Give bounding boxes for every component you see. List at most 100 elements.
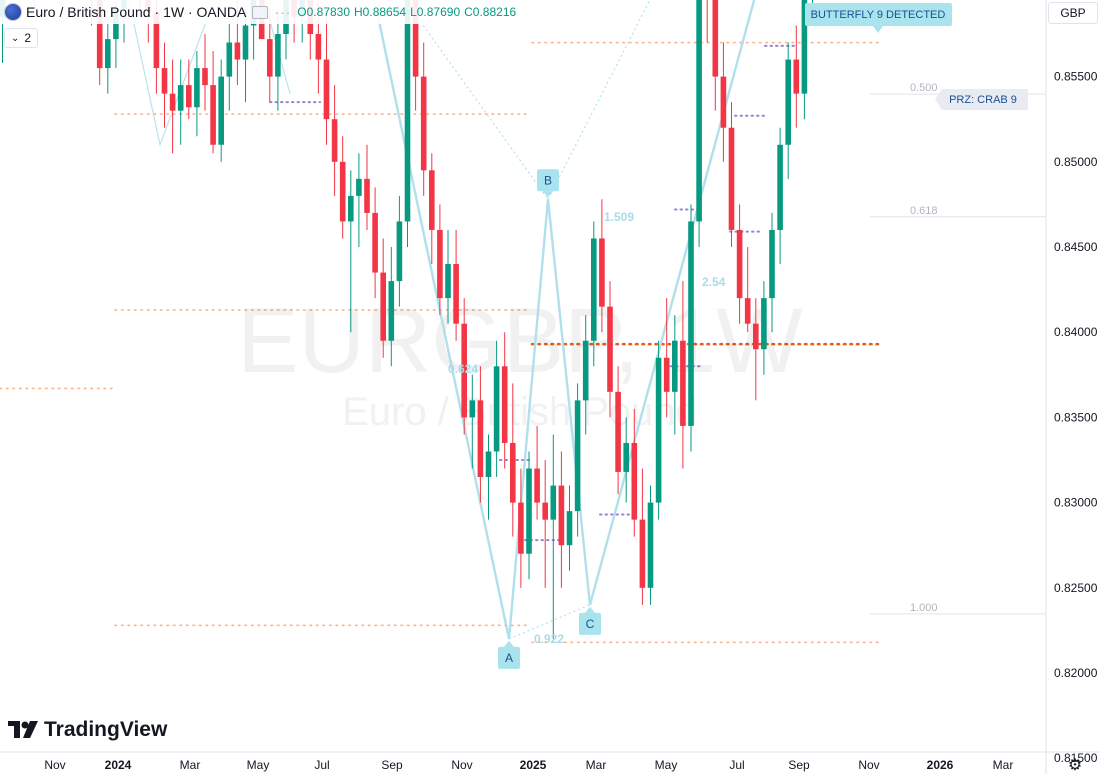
candle bbox=[420, 42, 427, 196]
candle-body bbox=[339, 161, 346, 222]
candle-body bbox=[331, 119, 338, 162]
price-tick: 0.84000 bbox=[1054, 325, 1098, 339]
point-marker-box bbox=[579, 612, 601, 635]
candle bbox=[429, 153, 435, 265]
candle bbox=[485, 434, 492, 520]
candle-body bbox=[663, 357, 670, 392]
candle bbox=[493, 340, 500, 478]
candle-body bbox=[761, 298, 767, 350]
point-marker-label: C bbox=[586, 617, 595, 631]
candle-body bbox=[647, 502, 654, 588]
candle-body bbox=[445, 264, 451, 299]
candle-body bbox=[728, 127, 735, 230]
visibility-icon[interactable] bbox=[252, 5, 269, 19]
candle bbox=[242, 8, 249, 103]
candle bbox=[615, 366, 621, 495]
candle-body bbox=[599, 238, 605, 307]
candle bbox=[655, 340, 662, 520]
candle bbox=[769, 212, 775, 333]
point-marker-b[interactable]: B bbox=[537, 169, 559, 198]
candle bbox=[680, 281, 686, 469]
candle bbox=[275, 8, 281, 111]
time-axis: Nov 2024 Mar May Jul Sep Nov 2025 Mar May Jul Sep No… bbox=[0, 751, 1100, 772]
candle bbox=[501, 332, 508, 469]
candle-body bbox=[785, 59, 791, 145]
candle bbox=[728, 102, 735, 247]
candle bbox=[331, 85, 338, 196]
candle-body bbox=[639, 519, 646, 588]
candle bbox=[339, 136, 346, 239]
candle bbox=[558, 451, 565, 588]
ratio-label: 0.922 bbox=[534, 632, 564, 646]
point-marker-c[interactable]: C bbox=[579, 606, 601, 635]
time-label: 2025 bbox=[520, 758, 547, 772]
settings-gear-icon[interactable]: ⚙ bbox=[1067, 757, 1083, 774]
candle-body bbox=[105, 39, 111, 69]
candle bbox=[712, 0, 719, 111]
candle bbox=[785, 42, 791, 179]
candle-body bbox=[202, 68, 208, 86]
chevron-down-icon: ⌄ bbox=[11, 32, 20, 44]
price-tick: 0.83000 bbox=[1054, 496, 1098, 510]
candle-body bbox=[275, 34, 281, 77]
candle-body bbox=[388, 281, 395, 341]
candle bbox=[582, 315, 589, 435]
candle-body bbox=[186, 85, 192, 108]
symbol-interval[interactable]: · 1W · OANDA bbox=[154, 4, 247, 20]
candle bbox=[688, 204, 694, 452]
candle-body bbox=[550, 485, 557, 520]
candle-body bbox=[267, 39, 273, 77]
candle bbox=[445, 229, 451, 324]
tradingview-logo[interactable]: TradingView bbox=[8, 718, 167, 742]
candle bbox=[720, 42, 727, 162]
indicators-count: 2 bbox=[24, 31, 32, 45]
candle bbox=[404, 0, 411, 247]
candle bbox=[574, 383, 581, 537]
candle bbox=[210, 51, 216, 154]
candle-body bbox=[526, 468, 532, 554]
candle bbox=[761, 281, 767, 375]
point-marker-pointer bbox=[504, 640, 514, 647]
candle-body bbox=[623, 442, 629, 472]
candle-body bbox=[348, 195, 354, 222]
ratio-label: 1.509 bbox=[604, 210, 634, 224]
symbol-name[interactable]: Euro / British Pound bbox=[26, 4, 151, 20]
watermark: EURGBP, 1W Euro / British Pound bbox=[237, 290, 803, 434]
butterfly-detected-badge[interactable]: BUTTERFLY 9 DETECTED bbox=[805, 3, 952, 33]
indicators-toggle[interactable]: ⌄ 2 bbox=[4, 28, 39, 48]
time-label: Nov bbox=[451, 758, 472, 772]
candle-body bbox=[242, 25, 249, 60]
more-icon[interactable]: ··· bbox=[274, 4, 292, 20]
candle-body bbox=[429, 170, 435, 230]
brand-name: TradingView bbox=[44, 718, 168, 741]
candle-body bbox=[218, 76, 224, 145]
prz-badge[interactable]: PRZ: CRAB 9 bbox=[935, 89, 1028, 110]
symbol-legend[interactable]: Euro / British Pound · 1W · OANDA ··· O0… bbox=[0, 0, 527, 24]
candle-body bbox=[655, 357, 662, 503]
price-tick: 0.85500 bbox=[1054, 70, 1098, 84]
watermark-name: Euro / British Pound bbox=[342, 390, 698, 434]
candle-body bbox=[226, 42, 233, 77]
candle bbox=[372, 187, 378, 299]
candle bbox=[461, 298, 467, 435]
candle-body bbox=[607, 306, 613, 392]
candle bbox=[550, 434, 557, 639]
time-label: Sep bbox=[788, 758, 810, 772]
time-label: May bbox=[655, 758, 678, 772]
price-tick: 0.82000 bbox=[1054, 666, 1098, 680]
candle-body bbox=[631, 442, 638, 520]
candle-body bbox=[501, 366, 508, 443]
candle-body bbox=[793, 59, 800, 94]
candle bbox=[469, 374, 476, 469]
time-label: Sep bbox=[381, 758, 403, 772]
point-marker-a[interactable]: A bbox=[498, 640, 520, 669]
fib-label: 0.500 bbox=[910, 82, 938, 94]
point-marker-label: B bbox=[544, 173, 552, 187]
candle bbox=[736, 204, 743, 324]
candle bbox=[96, 0, 103, 86]
candle bbox=[631, 408, 638, 537]
candle bbox=[777, 127, 783, 265]
currency-selector[interactable]: GBP bbox=[1048, 2, 1098, 24]
